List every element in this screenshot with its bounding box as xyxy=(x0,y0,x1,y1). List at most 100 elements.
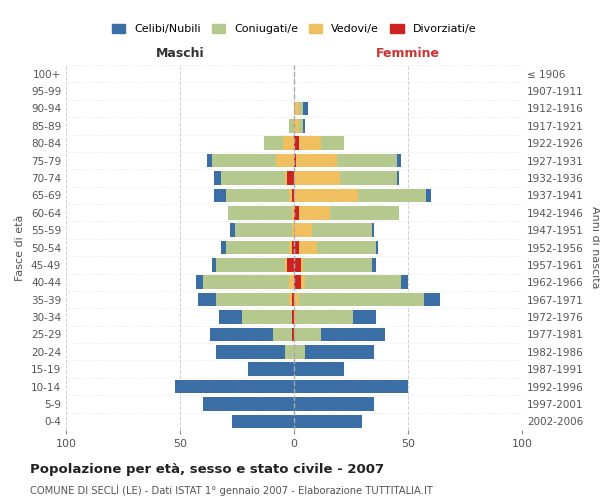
Text: Popolazione per età, sesso e stato civile - 2007: Popolazione per età, sesso e stato civil… xyxy=(30,462,384,475)
Bar xyxy=(285,345,294,358)
Bar xyxy=(397,171,399,185)
Bar xyxy=(226,240,289,254)
Bar xyxy=(358,188,426,202)
Bar xyxy=(212,258,217,272)
Bar xyxy=(214,188,226,202)
Bar xyxy=(230,224,235,237)
Bar xyxy=(285,258,287,272)
Text: Maschi: Maschi xyxy=(155,47,205,60)
Bar xyxy=(217,258,285,272)
Y-axis label: Fasce di età: Fasce di età xyxy=(16,214,25,280)
Bar xyxy=(294,328,322,341)
Bar xyxy=(196,276,203,289)
Bar xyxy=(226,188,289,202)
Bar xyxy=(305,345,374,358)
Bar xyxy=(289,293,292,306)
Legend: Celibi/Nubili, Coniugati/e, Vedovi/e, Divorziati/e: Celibi/Nubili, Coniugati/e, Vedovi/e, Di… xyxy=(107,20,481,39)
Bar xyxy=(294,206,299,220)
Bar xyxy=(294,397,374,410)
Bar xyxy=(331,206,399,220)
Bar xyxy=(337,154,397,168)
Bar xyxy=(292,240,294,254)
Bar xyxy=(289,240,292,254)
Bar xyxy=(340,171,397,185)
Bar xyxy=(221,171,285,185)
Bar xyxy=(203,397,294,410)
Bar xyxy=(219,310,242,324)
Bar xyxy=(294,362,344,376)
Bar xyxy=(294,136,299,150)
Bar xyxy=(289,276,294,289)
Bar xyxy=(303,258,371,272)
Bar xyxy=(371,258,376,272)
Bar xyxy=(294,345,305,358)
Bar xyxy=(299,136,322,150)
Bar xyxy=(294,224,312,237)
Bar xyxy=(217,293,289,306)
Bar xyxy=(274,328,292,341)
Bar xyxy=(283,136,294,150)
Bar xyxy=(299,102,303,115)
Bar xyxy=(296,154,337,168)
Bar xyxy=(214,171,221,185)
Bar xyxy=(371,224,374,237)
Bar xyxy=(303,119,305,132)
Bar xyxy=(294,171,340,185)
Bar xyxy=(276,154,294,168)
Bar xyxy=(242,310,292,324)
Bar xyxy=(353,310,376,324)
Bar xyxy=(212,154,276,168)
Bar xyxy=(292,224,294,237)
Bar xyxy=(317,240,376,254)
Bar xyxy=(397,154,401,168)
Bar xyxy=(305,276,401,289)
Bar xyxy=(287,171,294,185)
Bar xyxy=(208,154,212,168)
Bar xyxy=(294,293,299,306)
Bar xyxy=(228,206,292,220)
Bar xyxy=(299,293,424,306)
Bar xyxy=(232,414,294,428)
Bar xyxy=(209,328,274,341)
Bar xyxy=(198,293,217,306)
Bar xyxy=(426,188,431,202)
Bar xyxy=(294,380,408,394)
Bar xyxy=(292,293,294,306)
Bar xyxy=(322,136,344,150)
Bar xyxy=(299,206,331,220)
Bar xyxy=(235,224,292,237)
Bar xyxy=(294,188,358,202)
Bar xyxy=(294,276,301,289)
Bar xyxy=(294,154,296,168)
Text: Femmine: Femmine xyxy=(376,47,440,60)
Bar xyxy=(294,310,296,324)
Bar xyxy=(303,102,308,115)
Bar xyxy=(294,240,299,254)
Bar xyxy=(248,362,294,376)
Bar xyxy=(285,171,287,185)
Bar xyxy=(301,276,305,289)
Bar xyxy=(424,293,440,306)
Bar xyxy=(312,224,371,237)
Bar xyxy=(203,276,289,289)
Bar xyxy=(265,136,283,150)
Bar xyxy=(322,328,385,341)
Bar xyxy=(221,240,226,254)
Bar xyxy=(376,240,379,254)
Bar xyxy=(401,276,408,289)
Bar xyxy=(292,188,294,202)
Bar xyxy=(299,240,317,254)
Bar xyxy=(289,119,294,132)
Bar xyxy=(292,206,294,220)
Bar xyxy=(292,310,294,324)
Bar xyxy=(292,328,294,341)
Bar xyxy=(294,119,299,132)
Bar xyxy=(217,345,285,358)
Bar xyxy=(294,102,299,115)
Text: COMUNE DI SECLÌ (LE) - Dati ISTAT 1° gennaio 2007 - Elaborazione TUTTITALIA.IT: COMUNE DI SECLÌ (LE) - Dati ISTAT 1° gen… xyxy=(30,484,433,496)
Bar xyxy=(289,188,292,202)
Bar xyxy=(294,258,301,272)
Y-axis label: Anni di nascita: Anni di nascita xyxy=(590,206,600,289)
Bar xyxy=(287,258,294,272)
Bar xyxy=(294,414,362,428)
